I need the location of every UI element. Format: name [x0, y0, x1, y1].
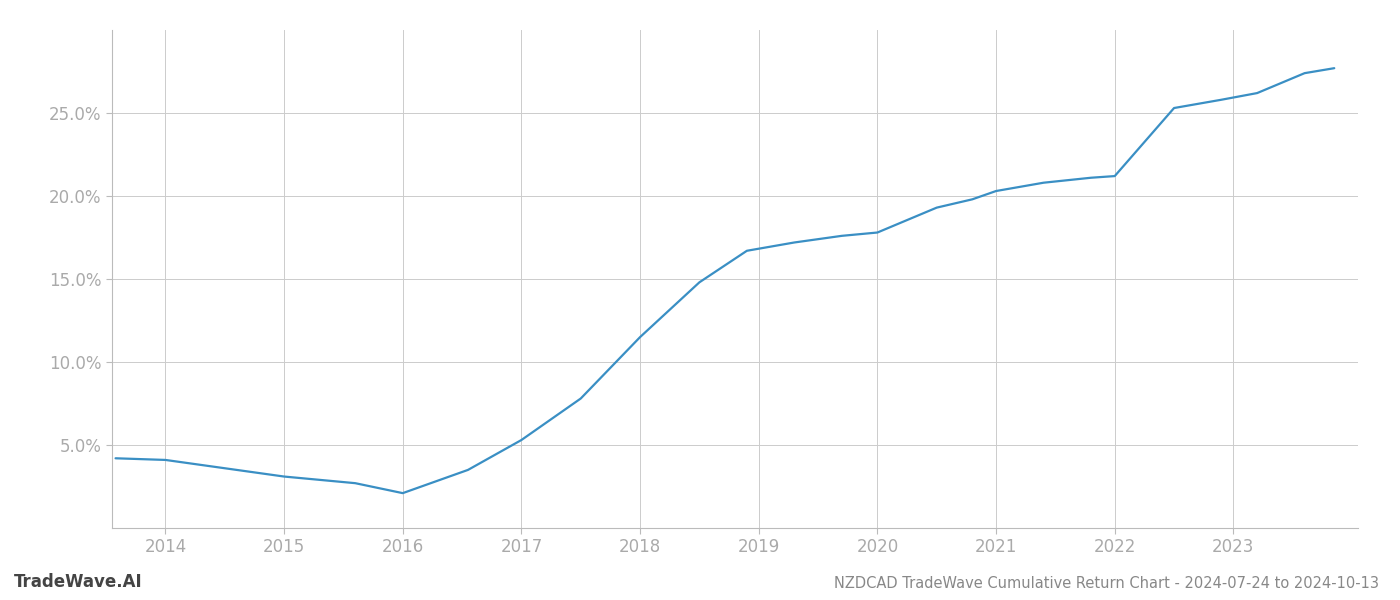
Text: TradeWave.AI: TradeWave.AI [14, 573, 143, 591]
Text: NZDCAD TradeWave Cumulative Return Chart - 2024-07-24 to 2024-10-13: NZDCAD TradeWave Cumulative Return Chart… [834, 576, 1379, 591]
